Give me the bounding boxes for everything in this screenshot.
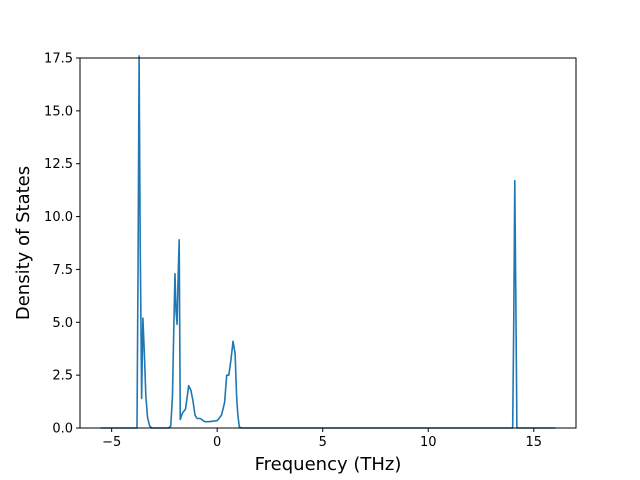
y-tick-label: 10.0 <box>44 210 73 225</box>
x-axis-label: Frequency (THz) <box>255 454 402 475</box>
y-tick-label: 7.5 <box>52 263 73 278</box>
x-tick-label: −5 <box>102 435 121 450</box>
x-tick-label: 5 <box>319 435 327 450</box>
x-tick-label: 10 <box>420 435 437 450</box>
y-tick-label: 12.5 <box>44 157 73 172</box>
y-tick-label: 17.5 <box>44 52 73 67</box>
y-tick-label: 15.0 <box>44 104 73 119</box>
y-axis-ticks: 0.0 2.5 5.0 7.5 10.0 12.5 15.0 17.5 <box>44 52 80 437</box>
x-tick-label: 0 <box>213 435 221 450</box>
y-tick-label: 5.0 <box>52 316 73 331</box>
plot-area <box>80 58 576 428</box>
y-tick-label: 2.5 <box>52 369 73 384</box>
plot-frame <box>79 57 577 429</box>
x-tick-label: 15 <box>526 435 543 450</box>
x-axis-ticks: −5 0 5 10 15 <box>102 428 542 450</box>
y-axis-label: Density of States <box>13 166 34 320</box>
y-tick-label: 0.0 <box>52 422 73 437</box>
